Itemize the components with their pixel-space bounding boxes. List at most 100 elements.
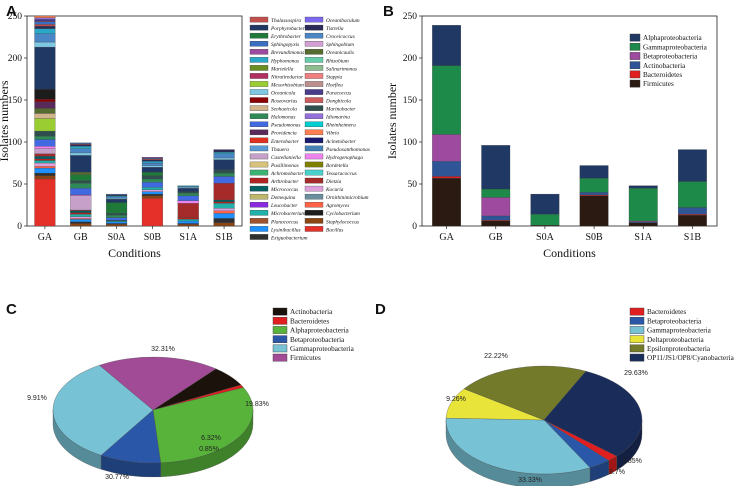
bar-segment (70, 210, 92, 213)
legend-label: Epsilonproteobacteria (647, 345, 711, 353)
legend-label: Seohaeicola (271, 107, 297, 113)
legend-label: Alphaproteobacteria (643, 34, 702, 42)
legend-swatch (249, 97, 269, 103)
bar-segment (34, 99, 56, 102)
bar-segment (481, 219, 511, 222)
legend-label: Firmicutes (643, 80, 674, 88)
legend-label: Exiguobacterium (270, 235, 308, 241)
y-tick-label: 100 (403, 138, 418, 148)
legend-swatch (304, 137, 324, 144)
legend-swatch (629, 326, 645, 334)
legend-label: Micrococcus (270, 187, 298, 193)
legend-label: Porphyrobacter (270, 26, 306, 32)
bar-segment (432, 134, 461, 162)
y-tick-label: 50 (408, 180, 418, 190)
chart-d: 1.85% 3.7% 33.33% 9.26% 22.22% 29.63% Bacteroi… (445, 307, 735, 486)
bar-segment (579, 194, 609, 196)
legend-label: Pseudoxanthomonas (325, 147, 370, 153)
bar-segment (141, 172, 163, 176)
legend-label: Brevundimonas (271, 50, 304, 56)
y-tick-label: 0 (412, 222, 417, 232)
legend-label: Nitratireductor (270, 74, 304, 80)
legend-swatch (629, 61, 641, 69)
plot-frame (26, 15, 243, 227)
x-tick-label: S0B (585, 232, 603, 243)
bar-segment (34, 130, 56, 137)
legend-swatch (629, 43, 641, 51)
legend-label: Oceanicaulis (326, 50, 354, 56)
bar-segment (141, 193, 163, 196)
bar-segment (70, 188, 92, 196)
legend-label: Betaproteobacteria (290, 336, 345, 344)
bar-segment (70, 174, 92, 181)
legend-swatch (249, 73, 269, 79)
bar-segment (141, 182, 163, 188)
legend-label: Idiomarina (325, 115, 350, 121)
legend-label: Tessaracoccus (326, 171, 357, 177)
legend-label: Bacteroidetes (290, 317, 329, 325)
bar-segment (70, 155, 92, 173)
legend-label: Cyclobacterium (326, 211, 360, 217)
bar-segment (678, 214, 707, 227)
legend-swatch (249, 32, 269, 39)
legend-label: Thauera (271, 147, 289, 153)
bar-segment (213, 208, 235, 212)
legend-swatch (249, 57, 269, 63)
x-tick-label: GA (38, 232, 53, 243)
legend-label: Planococcus (270, 219, 298, 225)
legend-label: Arthrobacter (270, 179, 299, 185)
legend-swatch (304, 89, 324, 95)
y-tick-label: 150 (403, 96, 418, 106)
bar-segment (213, 149, 235, 153)
bar-segment (106, 193, 128, 196)
bar-segment (70, 142, 92, 144)
legend-label: Staphylococcus (326, 219, 359, 225)
y-axis-title: Isolates numbers (0, 80, 11, 161)
bar-segment (34, 20, 56, 23)
y-axis-title: Isolates number (385, 83, 399, 159)
legend-label: Martelella (270, 66, 294, 72)
bar-segment (213, 213, 235, 219)
legend-swatch (272, 353, 288, 362)
bar-segment (34, 15, 56, 18)
legend-label: Paracoccus (325, 90, 351, 96)
legend-label: OP11/JS1/OP8/Cyanobacteria (647, 354, 735, 362)
legend-swatch (304, 65, 324, 71)
bar-segment (213, 222, 235, 227)
legend-label: Kocuria (325, 187, 344, 193)
legend-swatch (629, 344, 645, 353)
bar-segment (579, 195, 609, 227)
pie-slice-op11-js1-op8-cyanobacteria (543, 371, 643, 457)
pie-label: 9.26% (446, 396, 466, 403)
legend-label: Gammaproteobacteria (647, 327, 712, 335)
bar-segment (106, 202, 128, 214)
legend-label: Mesorhizobium (270, 82, 304, 88)
bar-segment (34, 101, 56, 109)
bar-segment (213, 157, 235, 160)
legend-label: Sphingopyxis (271, 42, 299, 48)
legend-swatch (249, 113, 269, 119)
bar-segment (579, 165, 609, 179)
legend-swatch (249, 161, 269, 168)
bar-segment (70, 194, 92, 196)
pie-label: 3.7% (609, 469, 625, 476)
bar-segment (141, 178, 163, 183)
legend-swatch (249, 177, 269, 184)
bar-segment (106, 194, 128, 196)
legend-swatch (304, 177, 324, 184)
y-tick-label: 250 (403, 12, 418, 22)
bar-segment (34, 118, 56, 132)
legend-label: Pusillimonas (270, 163, 299, 169)
pie-label: 32.31% (151, 346, 175, 353)
legend-label: Bacillus (326, 227, 343, 233)
legend-swatch (272, 326, 288, 334)
bar-segment (530, 214, 560, 226)
bar-segment (213, 169, 235, 174)
bar-segment (213, 203, 235, 209)
bar-segment (177, 186, 199, 188)
legend-label: Providencia (270, 131, 297, 137)
x-tick-label: S0A (536, 232, 555, 243)
bar-segment (177, 224, 199, 227)
